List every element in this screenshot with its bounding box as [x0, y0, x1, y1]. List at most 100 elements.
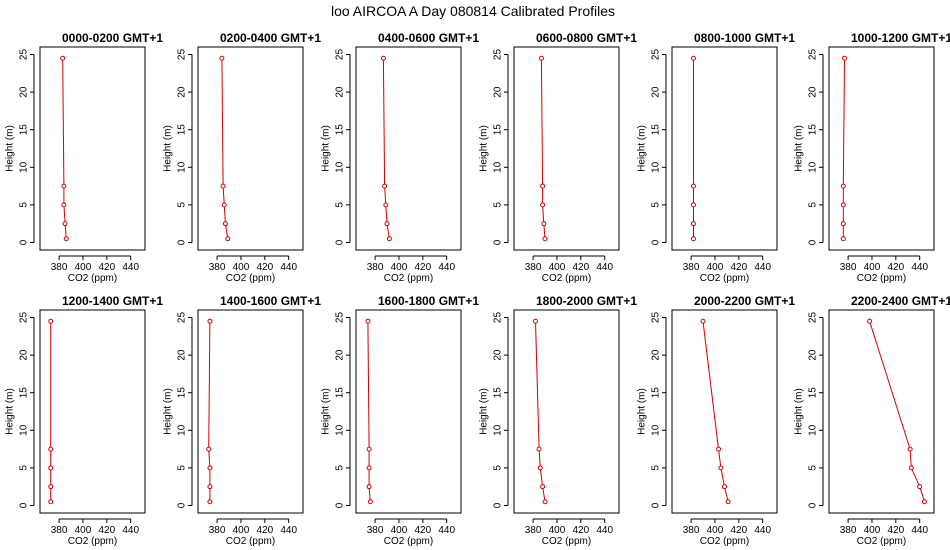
profile-point [540, 202, 546, 208]
y-axis-label: Height (m) [637, 388, 648, 435]
profile-point [382, 183, 388, 189]
plot-frame [39, 309, 146, 514]
y-tick-label: 0 [177, 239, 188, 245]
profile-point [220, 183, 226, 189]
profile-line [221, 58, 229, 239]
y-tick-label: 10 [19, 161, 30, 173]
y-tick-label: 20 [177, 349, 188, 361]
plot-frame [197, 309, 304, 514]
profile-line [62, 58, 67, 239]
profile-point [206, 446, 212, 452]
y-tick-label: 0 [335, 239, 346, 245]
profile-point [917, 484, 923, 490]
y-tick-label: 15 [651, 124, 662, 136]
y-tick-label: 25 [651, 49, 662, 61]
profile-point [60, 55, 66, 61]
panel-11: 2000-2200 GMT+1 380 400 420 440 CO2 (ppm) 0 5 10… [637, 294, 796, 547]
y-tick-label: 10 [808, 161, 819, 173]
profile-point [63, 236, 69, 242]
y-tick-label: 15 [651, 387, 662, 399]
y-tick-label: 10 [651, 161, 662, 173]
profile-point [840, 236, 846, 242]
profile-point [48, 465, 54, 471]
profile-point [840, 183, 846, 189]
profile-line [367, 321, 371, 502]
profile-line [869, 321, 925, 502]
y-tick-label: 20 [808, 349, 819, 361]
profile-point [384, 221, 390, 227]
y-tick-label: 25 [19, 49, 30, 61]
profile-point [219, 55, 225, 61]
profile-point [690, 202, 696, 208]
profile-line [535, 321, 546, 502]
profile-point [722, 484, 727, 490]
profile-line [208, 321, 211, 502]
plot-frame [828, 46, 935, 251]
profile-point [537, 465, 543, 471]
y-tick-label: 10 [19, 424, 30, 436]
x-tick-label: 380 [209, 525, 226, 536]
plot-frame [39, 46, 146, 251]
y-tick-label: 20 [19, 349, 30, 361]
y-tick-label: 25 [335, 312, 346, 324]
profile-point [540, 183, 546, 189]
x-axis-label: CO2 (ppm) [700, 273, 749, 284]
profile-line [382, 58, 390, 239]
y-axis-label: Height (m) [794, 125, 805, 172]
y-tick-label: 5 [177, 202, 188, 208]
x-axis-label: CO2 (ppm) [542, 273, 591, 284]
y-tick-label: 15 [808, 124, 819, 136]
profile-point [386, 236, 392, 242]
y-tick-label: 10 [335, 424, 346, 436]
x-tick-label: 400 [233, 262, 250, 273]
profile-point [367, 499, 373, 505]
x-tick-label: 420 [887, 525, 904, 536]
y-tick-label: 0 [651, 502, 662, 508]
y-tick-label: 10 [808, 424, 819, 436]
y-tick-label: 20 [177, 86, 188, 98]
x-axis-label: CO2 (ppm) [700, 536, 749, 547]
y-tick-label: 0 [651, 239, 662, 245]
panel-title: 1200-1400 GMT+1 [62, 294, 163, 308]
profile-point [61, 183, 67, 189]
y-tick-label: 10 [493, 424, 504, 436]
x-tick-label: 400 [549, 262, 566, 273]
y-tick-label: 20 [651, 86, 662, 98]
y-tick-label: 10 [177, 161, 188, 173]
profile-point [716, 446, 722, 452]
x-tick-label: 380 [51, 525, 68, 536]
panel-6: 1000-1200 GMT+1 380 400 420 440 CO2 (ppm) 0 5 10… [794, 31, 950, 284]
x-tick-label: 400 [233, 525, 250, 536]
panel-9: 1600-1800 GMT+1 380 400 420 440 CO2 (ppm) 0 5 10… [321, 294, 480, 547]
y-tick-label: 15 [335, 124, 346, 136]
profile-point [867, 318, 873, 324]
y-axis-label: Height (m) [321, 125, 332, 172]
figure-title: loo AIRCOA A Day 080814 Calibrated Profi… [331, 3, 615, 19]
y-axis-label: Height (m) [163, 388, 174, 435]
profile-point [61, 202, 67, 208]
x-axis-label: CO2 (ppm) [68, 536, 117, 547]
profile-line [702, 321, 729, 502]
y-tick-label: 15 [177, 387, 188, 399]
x-tick-label: 440 [122, 525, 139, 536]
y-tick-label: 25 [335, 49, 346, 61]
profile-point [540, 484, 546, 490]
x-tick-label: 440 [438, 525, 455, 536]
y-tick-label: 5 [335, 465, 346, 471]
y-tick-label: 25 [651, 312, 662, 324]
plot-frame [671, 309, 778, 514]
profile-point [365, 318, 371, 324]
panel-4: 0600-0800 GMT+1 380 400 420 440 CO2 (ppm) 0 5 10… [479, 31, 638, 284]
y-tick-label: 0 [177, 502, 188, 508]
x-tick-label: 380 [840, 262, 857, 273]
panel-2: 0200-0400 GMT+1 380 400 420 440 CO2 (ppm) 0 5 10… [163, 31, 322, 284]
profile-point [921, 499, 927, 505]
x-axis-label: CO2 (ppm) [226, 536, 275, 547]
y-tick-label: 15 [19, 387, 30, 399]
x-tick-label: 420 [98, 525, 115, 536]
y-tick-label: 10 [493, 161, 504, 173]
profile-point [690, 221, 696, 227]
plot-frame [513, 46, 620, 251]
panel-title: 0000-0200 GMT+1 [62, 31, 163, 45]
profile-point [725, 499, 731, 505]
